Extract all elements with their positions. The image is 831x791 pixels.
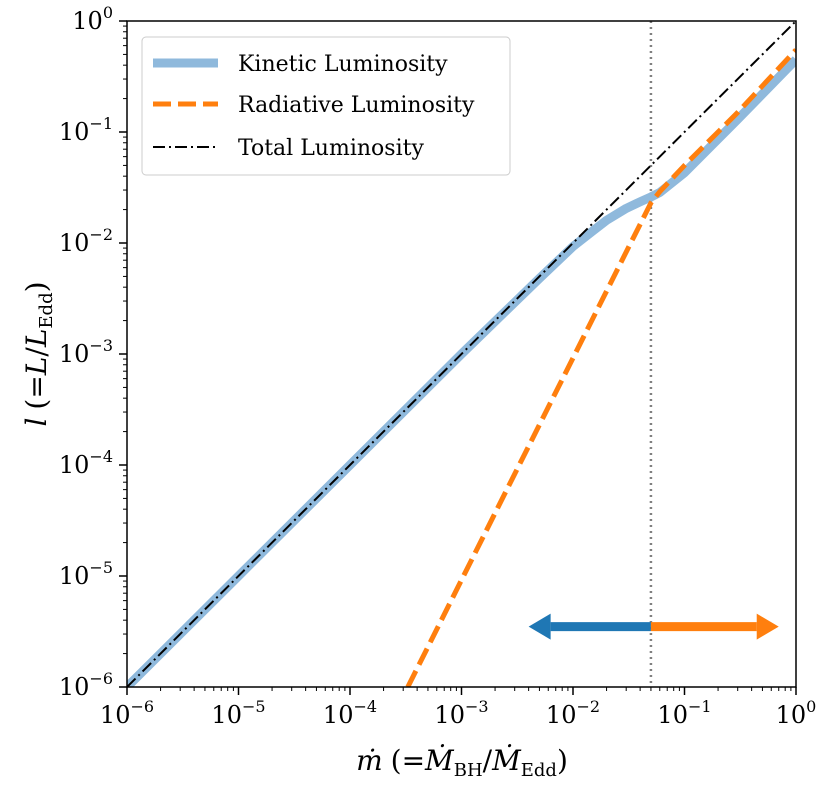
legend-radiative-label: Radiative Luminosity	[238, 93, 475, 118]
series-line-kinetic-luminosity	[127, 56, 796, 687]
x-tick-label: 100	[776, 697, 817, 729]
x-tick-label: 10−6	[100, 697, 154, 729]
legend: Kinetic Luminosity Radiative Luminosity …	[141, 36, 511, 176]
x-tick-label: 10−2	[546, 697, 600, 729]
legend-box	[141, 36, 511, 176]
series-layer	[127, 21, 796, 687]
y-tick-label: 10−6	[59, 669, 113, 701]
x-axis-title: ṁ (=ṀBH/ṀEdd)	[356, 744, 568, 781]
x-tick-label: 10−5	[211, 697, 265, 729]
y-tick-label: 10−1	[59, 114, 113, 146]
left-arrow	[528, 613, 651, 640]
right-arrow-head	[756, 613, 779, 640]
y-tick-label: 100	[72, 3, 113, 35]
y-tick-label: 10−5	[59, 558, 113, 590]
tick-layer: 10−6 10−5 10−4 10−3 10−2 10−1 100 10−6 10−5 10−4 1…	[59, 3, 817, 729]
series-line-total-luminosity	[127, 21, 796, 687]
annotation-layer	[528, 613, 779, 640]
x-tick-label: 10−4	[323, 697, 377, 729]
y-tick-label: 10−4	[59, 447, 113, 479]
x-tick-label: 10−3	[434, 697, 488, 729]
y-tick-label: 10−2	[59, 225, 113, 257]
y-axis-title: l(=L/LEdd)	[20, 281, 57, 426]
legend-total-label: Total Luminosity	[238, 136, 424, 161]
right-arrow	[650, 613, 779, 640]
left-arrow-head	[528, 613, 551, 640]
legend-kinetic-label: Kinetic Luminosity	[238, 52, 448, 77]
series-line-radiative-luminosity	[405, 48, 796, 687]
x-tick-label: 10−1	[657, 697, 711, 729]
y-tick-label: 10−3	[59, 336, 113, 368]
